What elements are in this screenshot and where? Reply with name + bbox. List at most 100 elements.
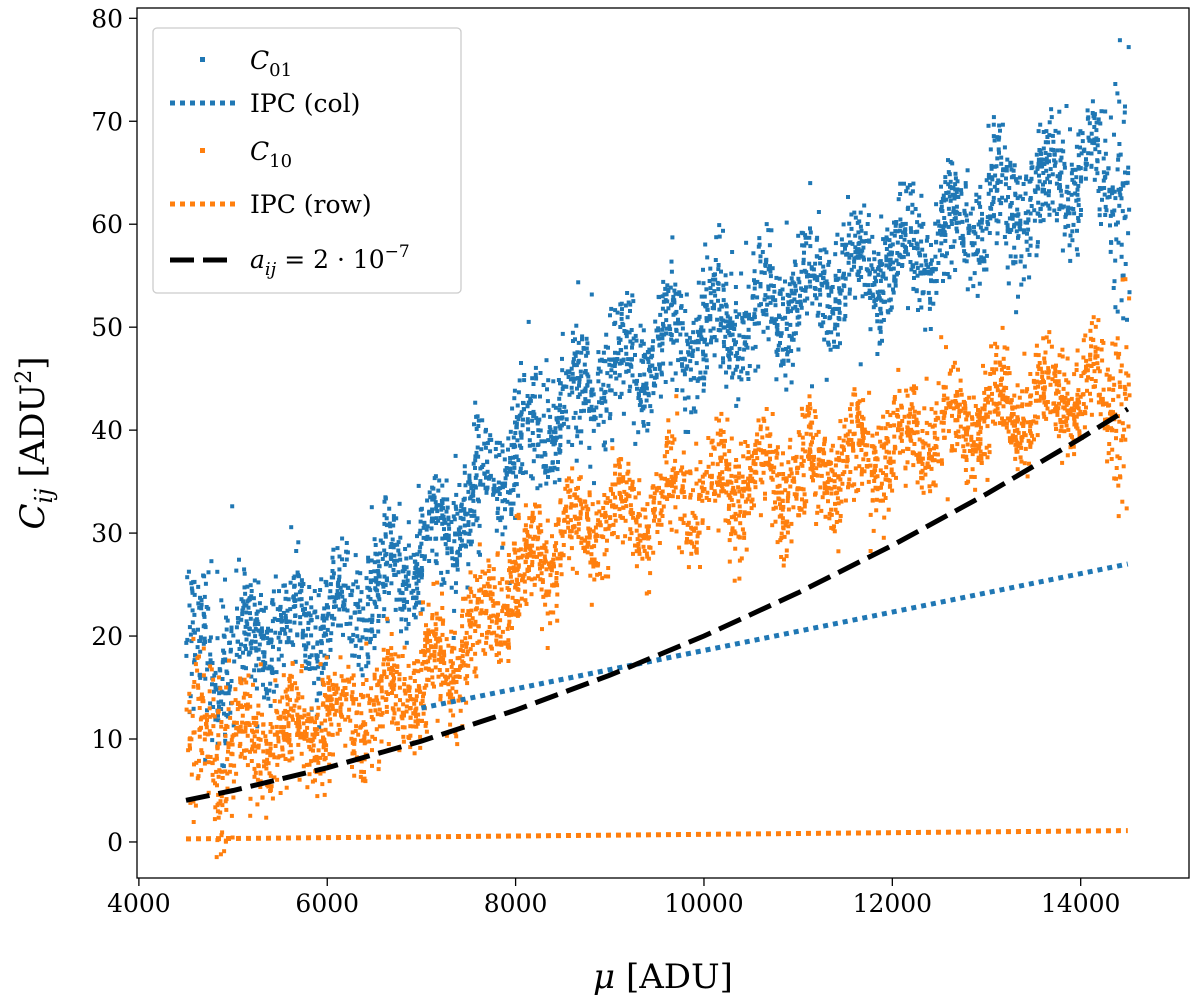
- point-c01: [1107, 189, 1112, 194]
- point-c10: [197, 727, 202, 732]
- point-c10: [385, 616, 390, 621]
- point-c01: [853, 245, 858, 250]
- point-c01: [1059, 148, 1064, 153]
- point-c01: [689, 410, 694, 415]
- point-c01: [1028, 196, 1033, 200]
- point-c01: [984, 267, 989, 272]
- point-c10: [245, 692, 250, 697]
- point-c10: [352, 773, 357, 778]
- point-c01: [519, 445, 524, 450]
- point-c01: [1013, 193, 1018, 198]
- point-c10: [958, 378, 963, 383]
- point-c01: [318, 588, 323, 592]
- point-c10: [689, 551, 694, 556]
- point-c10: [237, 744, 242, 748]
- point-c10: [706, 526, 711, 530]
- point-c01: [947, 194, 952, 199]
- point-c10: [327, 752, 332, 757]
- point-c10: [1121, 464, 1126, 469]
- point-c10: [268, 753, 273, 758]
- point-c10: [1065, 408, 1070, 413]
- point-c01: [849, 212, 854, 217]
- point-c10: [602, 493, 607, 497]
- point-c10: [1072, 422, 1077, 427]
- point-c01: [910, 202, 915, 207]
- point-c01: [977, 260, 982, 265]
- point-c01: [473, 484, 477, 489]
- point-c10: [611, 522, 616, 527]
- point-c01: [532, 447, 537, 452]
- point-c10: [447, 695, 452, 700]
- point-c01: [1064, 189, 1069, 194]
- point-c01: [631, 421, 636, 426]
- point-c01: [1047, 206, 1052, 211]
- point-c01: [1099, 109, 1104, 114]
- point-c01: [818, 261, 823, 266]
- point-c01: [658, 342, 663, 347]
- point-c01: [884, 235, 889, 240]
- point-c10: [242, 691, 247, 696]
- point-c01: [500, 545, 505, 550]
- point-c01: [303, 606, 307, 611]
- point-c10: [529, 549, 534, 554]
- point-c01: [579, 350, 584, 355]
- point-c01: [579, 429, 584, 434]
- point-c01: [906, 252, 910, 257]
- point-c10: [1120, 499, 1125, 504]
- point-c10: [1015, 440, 1020, 445]
- point-c10: [1110, 428, 1114, 433]
- point-c01: [270, 667, 275, 672]
- point-c10: [422, 691, 426, 696]
- point-c01: [795, 307, 800, 312]
- point-c10: [697, 478, 702, 483]
- point-c01: [458, 536, 463, 541]
- point-c01: [770, 266, 775, 271]
- point-c10: [321, 769, 326, 774]
- point-c01: [418, 600, 423, 605]
- point-c10: [749, 454, 754, 459]
- point-c01: [503, 476, 508, 481]
- point-c10: [863, 452, 868, 457]
- point-c01: [849, 267, 854, 272]
- point-c01: [778, 341, 782, 345]
- point-c10: [894, 475, 898, 480]
- point-c01: [888, 243, 893, 248]
- point-c01: [769, 228, 774, 233]
- point-c10: [668, 520, 673, 525]
- point-c10: [418, 611, 423, 616]
- point-c10: [781, 476, 786, 481]
- point-c01: [293, 604, 298, 609]
- point-c01: [730, 323, 735, 328]
- point-c10: [1081, 392, 1086, 397]
- point-c01: [873, 269, 878, 274]
- point-c01: [947, 172, 952, 177]
- point-c01: [553, 451, 558, 456]
- point-c10: [652, 518, 656, 523]
- point-c10: [371, 698, 376, 703]
- point-c01: [1084, 157, 1088, 162]
- point-c01: [687, 335, 692, 340]
- point-c01: [1118, 193, 1123, 198]
- point-c10: [844, 464, 849, 469]
- point-c01: [946, 206, 951, 211]
- point-c01: [269, 628, 273, 633]
- point-c01: [942, 230, 947, 235]
- point-c01: [1071, 222, 1076, 227]
- point-c01: [859, 239, 864, 244]
- point-c10: [332, 712, 337, 717]
- point-c01: [222, 650, 227, 655]
- point-c10: [1013, 435, 1018, 439]
- point-c01: [1119, 196, 1124, 201]
- point-c01: [547, 425, 552, 430]
- point-c10: [334, 697, 339, 702]
- point-c01: [567, 392, 572, 397]
- point-c01: [528, 397, 533, 402]
- point-c01: [923, 253, 928, 258]
- point-c01: [1070, 229, 1075, 234]
- point-c01: [696, 316, 701, 321]
- point-c01: [799, 269, 804, 274]
- point-c01: [898, 181, 903, 186]
- point-c10: [679, 550, 684, 555]
- point-c01: [686, 350, 691, 355]
- point-c01: [579, 409, 584, 414]
